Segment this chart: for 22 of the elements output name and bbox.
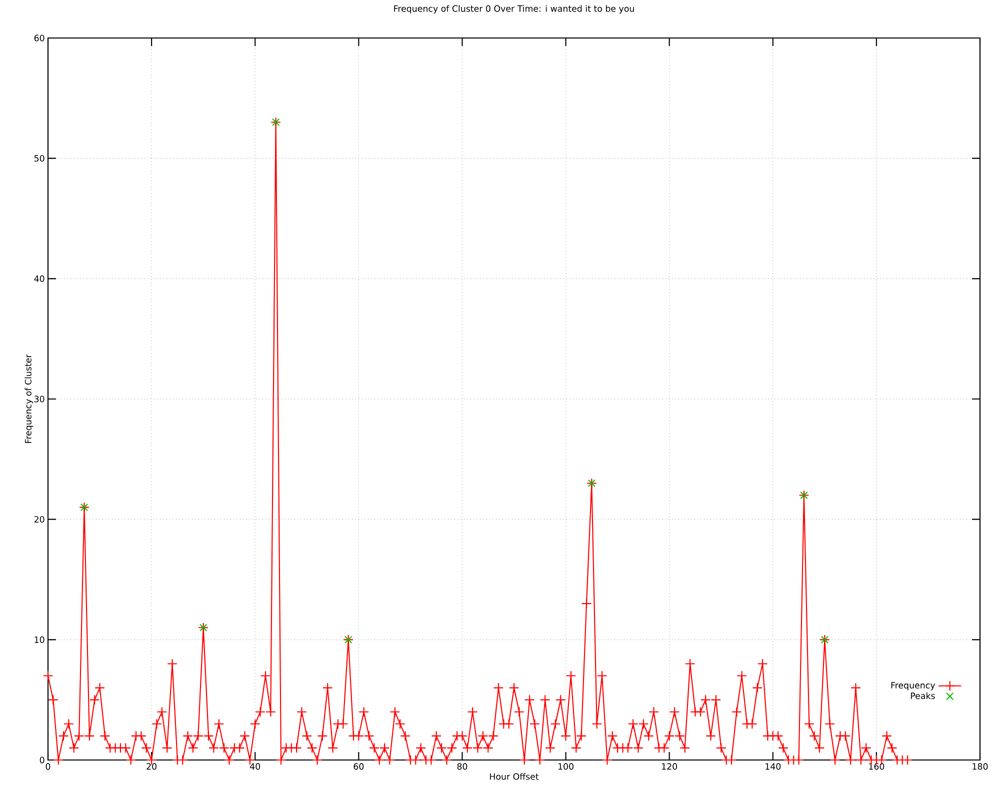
y-tick-label: 40 <box>34 275 44 282</box>
x-tick-label: 100 <box>558 763 574 770</box>
y-axis-title: Frequency of Cluster <box>24 354 34 443</box>
x-tick-label: 40 <box>250 763 260 770</box>
chart-title: Frequency of Cluster 0 Over Time: i wanted it to be you <box>394 5 634 14</box>
x-tick-label: 80 <box>457 763 468 770</box>
x-tick-label: 0 <box>46 763 50 770</box>
x-tick-label: 160 <box>869 763 884 770</box>
x-tick-label: 140 <box>766 763 781 770</box>
y-tick-label: 60 <box>34 34 44 42</box>
x-tick-label: 20 <box>146 763 156 770</box>
y-tick-label: 0 <box>40 756 44 764</box>
y-tick-label: 30 <box>34 396 44 402</box>
y-tick-label: 50 <box>34 155 44 162</box>
x-tick-label: 180 <box>972 763 988 770</box>
legend-label: Frequency <box>891 682 936 690</box>
y-tick-label: 10 <box>34 636 44 643</box>
x-tick-label: 60 <box>354 763 364 770</box>
legend-label: Peaks <box>911 692 935 700</box>
y-tick-label: 20 <box>34 516 44 523</box>
x-axis-title: Hour Offset <box>490 773 539 780</box>
x-tick-label: 120 <box>662 763 678 770</box>
